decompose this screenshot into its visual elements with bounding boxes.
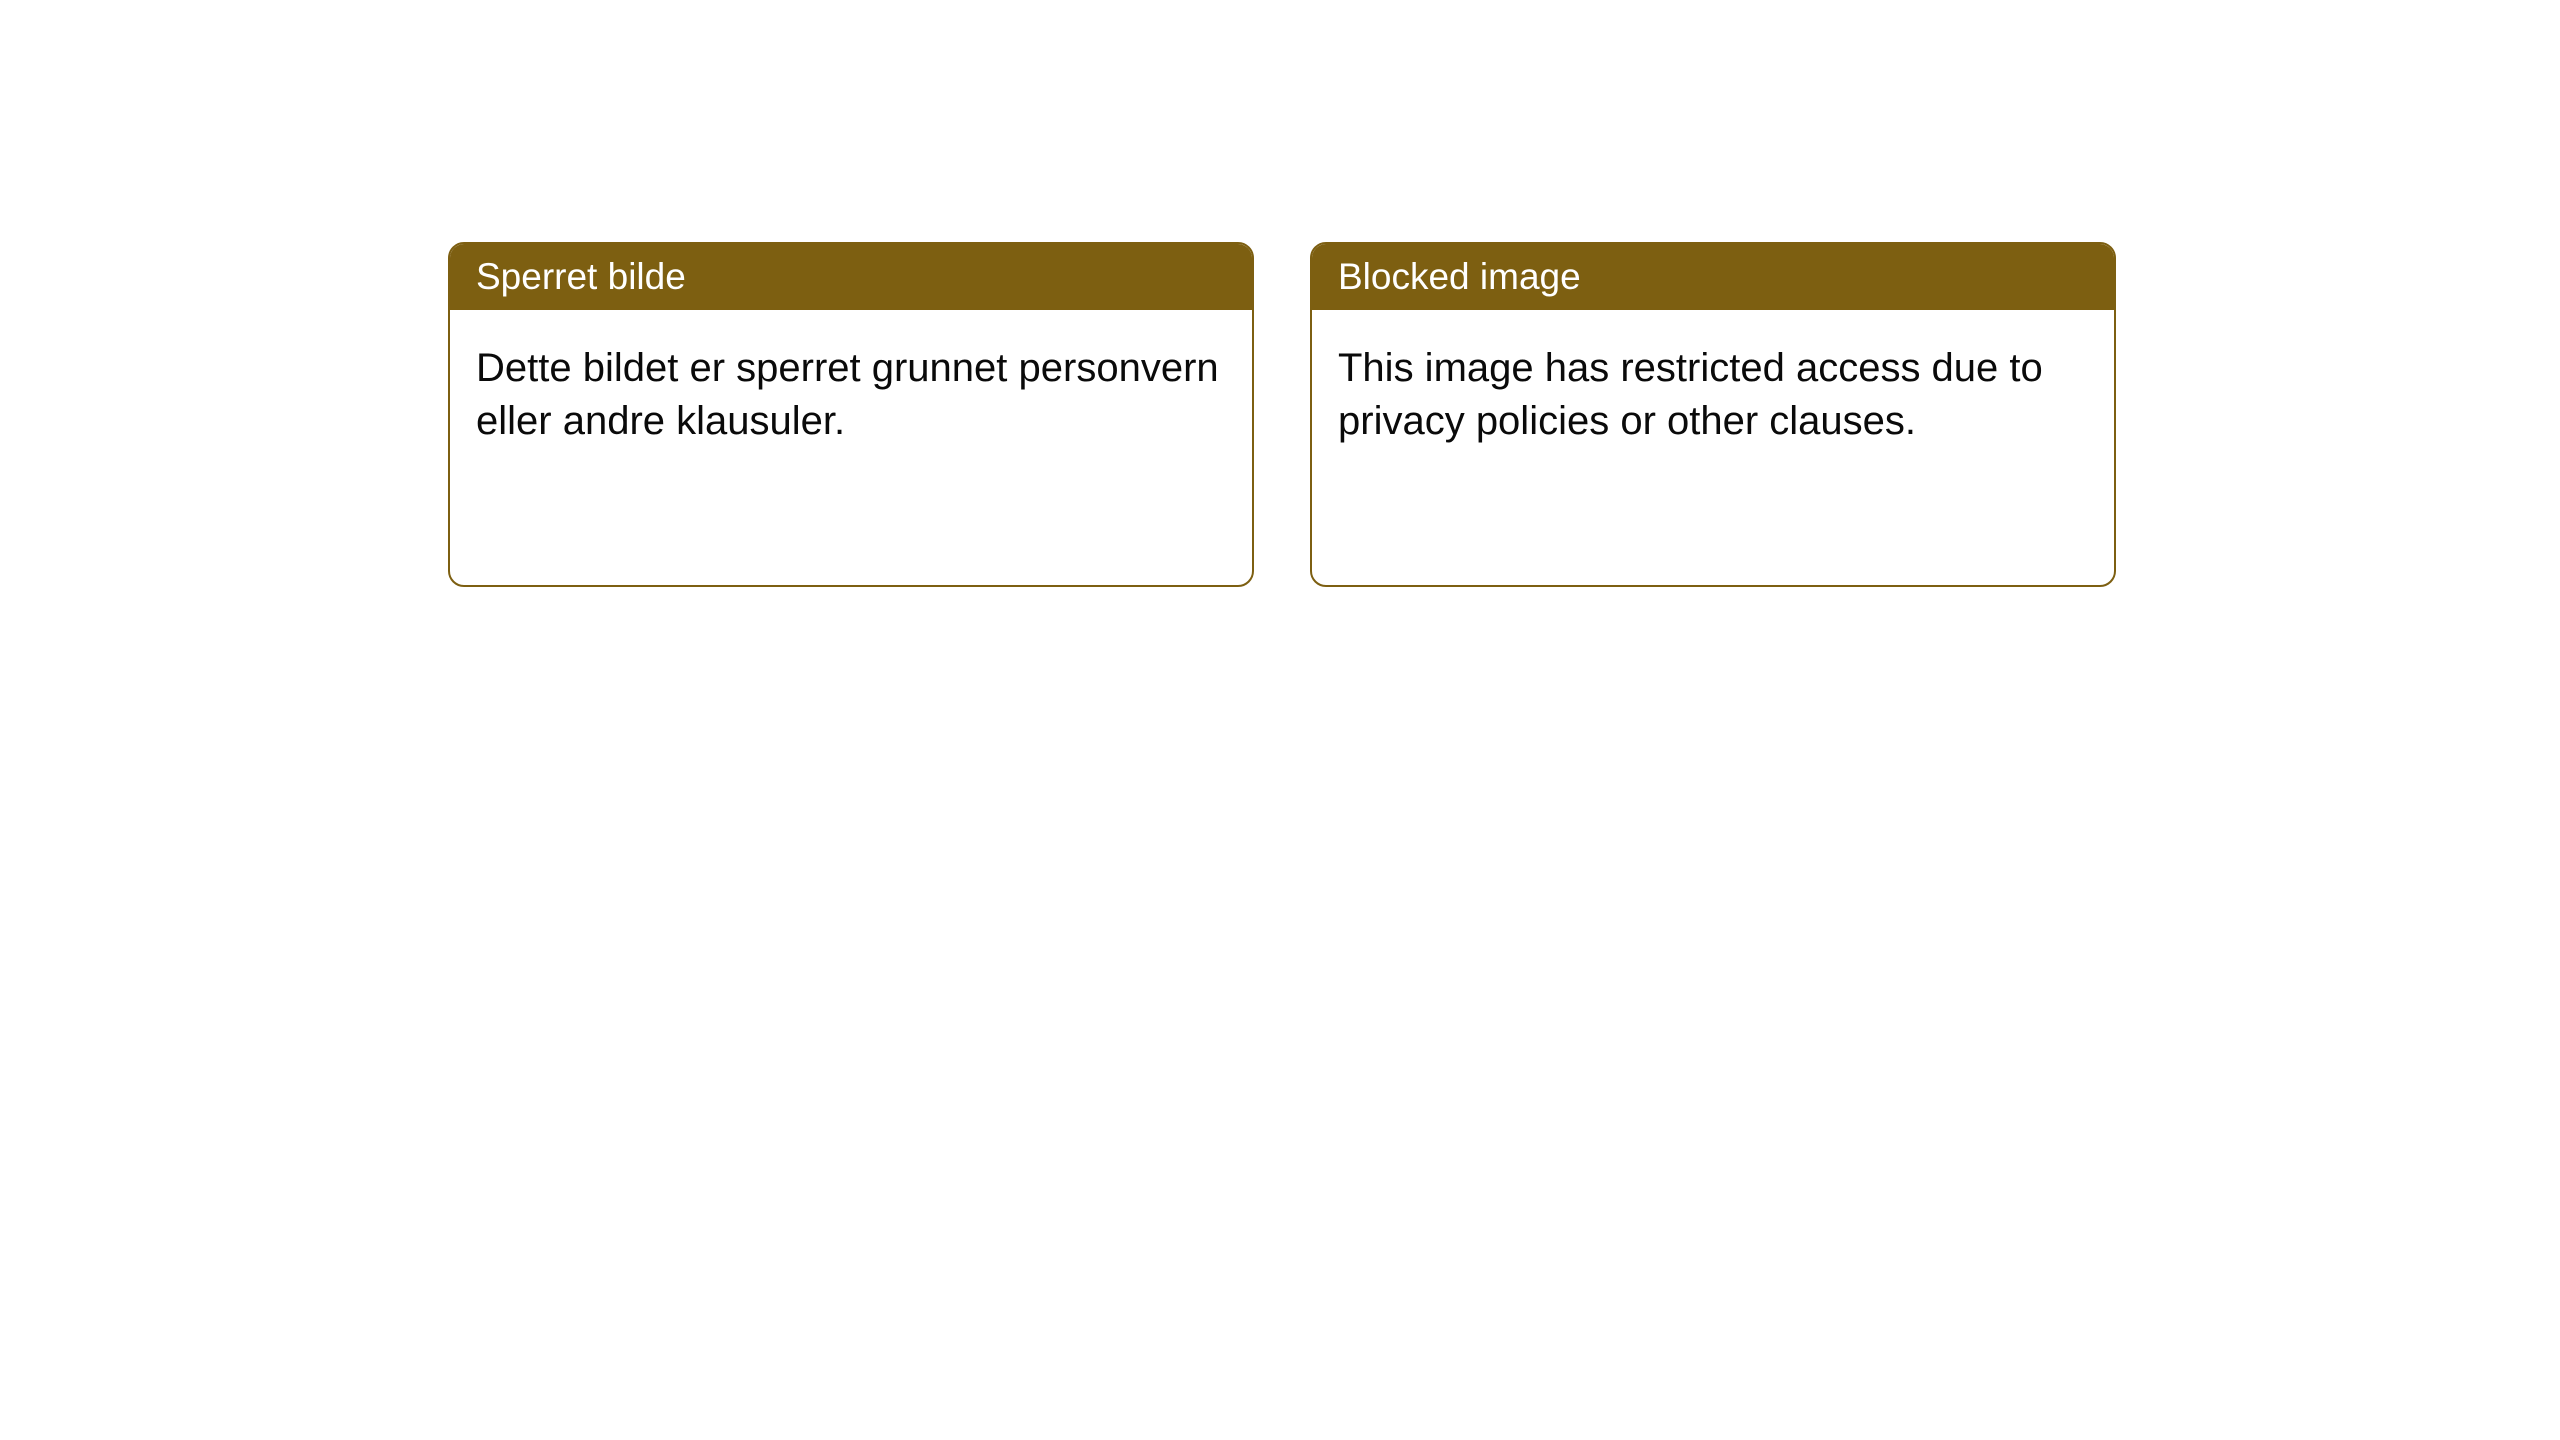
- notice-body-norwegian: Dette bildet er sperret grunnet personve…: [450, 310, 1252, 585]
- notice-title: Sperret bilde: [476, 256, 686, 297]
- notice-body-english: This image has restricted access due to …: [1312, 310, 2114, 585]
- notice-header-english: Blocked image: [1312, 244, 2114, 310]
- notice-card-norwegian: Sperret bilde Dette bildet er sperret gr…: [448, 242, 1254, 587]
- notice-title: Blocked image: [1338, 256, 1581, 297]
- notice-message: Dette bildet er sperret grunnet personve…: [476, 346, 1219, 443]
- notice-header-norwegian: Sperret bilde: [450, 244, 1252, 310]
- notice-message: This image has restricted access due to …: [1338, 346, 2043, 443]
- notice-container: Sperret bilde Dette bildet er sperret gr…: [0, 0, 2560, 587]
- notice-card-english: Blocked image This image has restricted …: [1310, 242, 2116, 587]
